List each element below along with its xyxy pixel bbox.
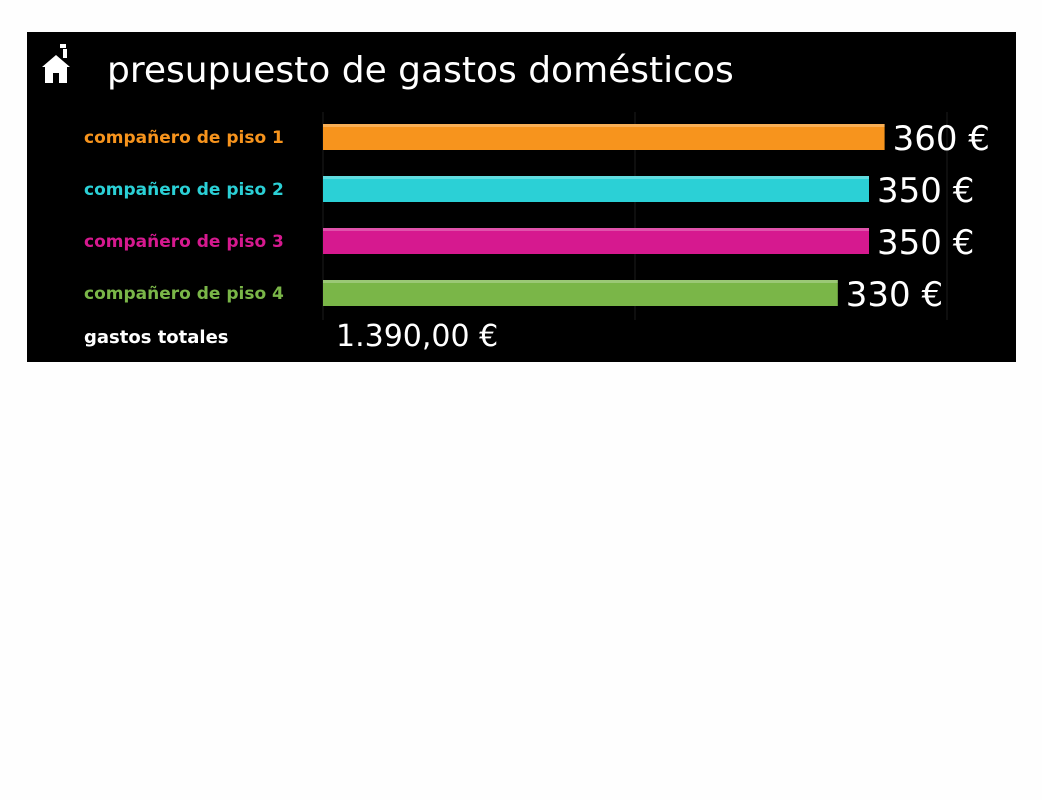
value-label-4: 330 € xyxy=(846,275,943,315)
bar-4 xyxy=(323,280,838,306)
total-label: gastos totales xyxy=(84,327,229,348)
bar-highlight-1 xyxy=(323,124,885,127)
value-label-3: 350 € xyxy=(877,223,974,263)
bar-chart: compañero de piso 1 360 € compañero de pis… xyxy=(84,112,990,320)
category-label-4: compañero de piso 4 xyxy=(84,284,284,304)
chart-panel: presupuesto de gastos domésticos compañe… xyxy=(27,32,1016,362)
value-label-2: 350 € xyxy=(877,171,974,211)
value-label-1: 360 € xyxy=(893,119,990,159)
category-label-1: compañero de piso 1 xyxy=(84,128,284,148)
category-label-3: compañero de piso 3 xyxy=(84,232,284,252)
total-value: 1.390,00 € xyxy=(336,319,499,354)
category-label-2: compañero de piso 2 xyxy=(84,180,284,200)
bar-2 xyxy=(323,176,869,202)
bar-highlight-3 xyxy=(323,228,869,231)
home-icon xyxy=(42,44,70,83)
bar-highlight-2 xyxy=(323,176,869,179)
chart-title: presupuesto de gastos domésticos xyxy=(107,50,734,91)
bar-highlight-4 xyxy=(323,280,838,283)
bar-1 xyxy=(323,124,885,150)
bar-3 xyxy=(323,228,869,254)
